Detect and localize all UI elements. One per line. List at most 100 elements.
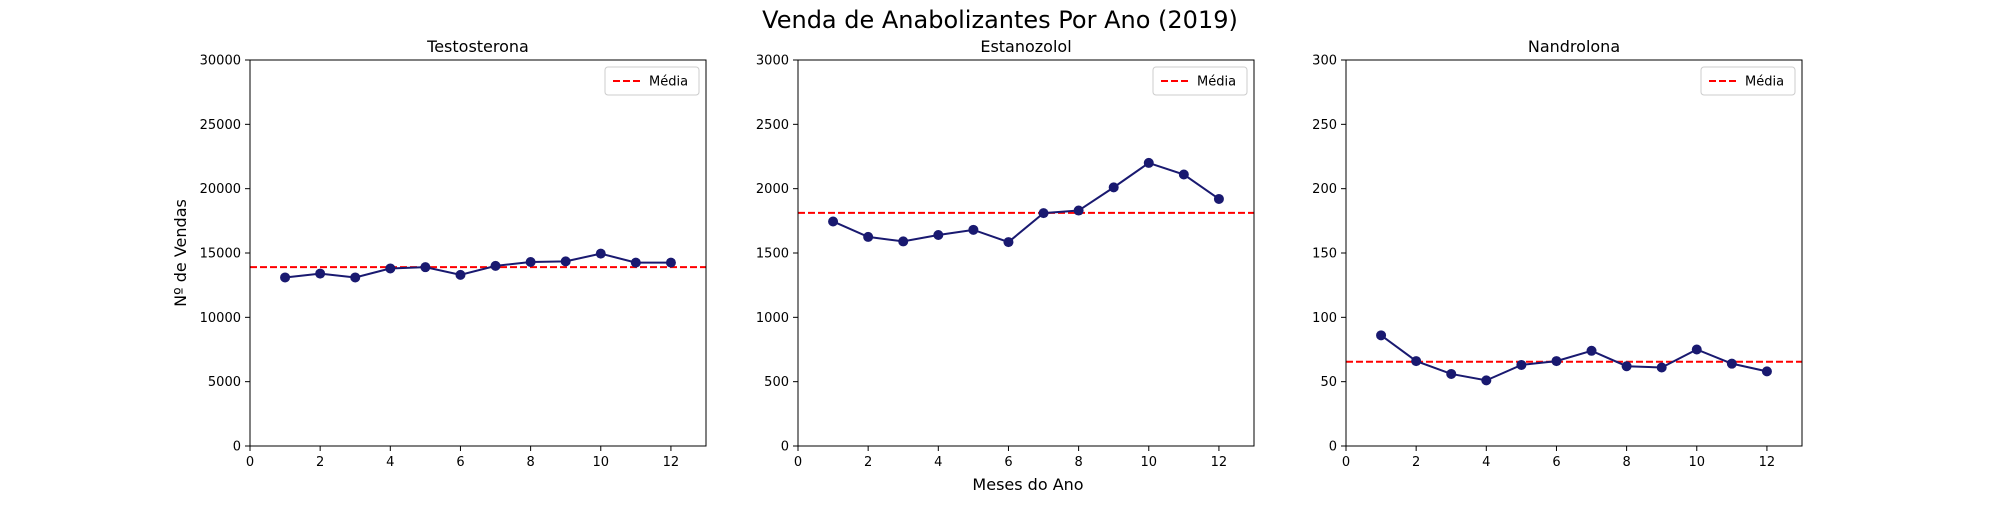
data-point bbox=[1516, 359, 1527, 370]
y-tick-label: 2000 bbox=[756, 182, 789, 197]
x-tick-label: 0 bbox=[246, 455, 254, 470]
data-point bbox=[1586, 345, 1597, 356]
x-tick-label: 4 bbox=[1482, 455, 1490, 470]
data-point bbox=[350, 272, 361, 283]
x-tick-label: 12 bbox=[1759, 455, 1776, 470]
x-tick-label: 8 bbox=[526, 455, 534, 470]
data-point bbox=[630, 257, 641, 268]
y-tick-label: 250 bbox=[1312, 118, 1337, 133]
x-tick-label: 2 bbox=[1412, 455, 1420, 470]
data-point bbox=[560, 256, 571, 267]
data-point bbox=[1481, 375, 1492, 386]
series-line bbox=[832, 161, 1220, 244]
subplot-estanozolol: Estanozolol 0 2 4 6 8 10 12 0 500 1000 1500 2000 2500… bbox=[756, 37, 1255, 470]
series-line bbox=[1380, 334, 1768, 382]
data-point bbox=[863, 231, 874, 242]
y-tick-label: 500 bbox=[764, 375, 789, 390]
y-tick-label: 5000 bbox=[208, 375, 241, 390]
legend: Média bbox=[604, 66, 700, 96]
legend-label: Média bbox=[1197, 75, 1236, 90]
data-point bbox=[1691, 344, 1702, 355]
y-tick-label: 150 bbox=[1312, 247, 1337, 262]
y-tick-label: 20000 bbox=[200, 182, 241, 197]
data-point bbox=[933, 229, 944, 240]
data-point bbox=[1621, 361, 1632, 372]
y-tick-label: 1000 bbox=[756, 311, 789, 326]
legend-label: Média bbox=[1745, 75, 1784, 90]
x-tick-label: 10 bbox=[1688, 455, 1705, 470]
data-point bbox=[1761, 366, 1772, 377]
subplot-title: Estanozolol bbox=[980, 37, 1071, 56]
y-tick-label: 2500 bbox=[756, 118, 789, 133]
x-tick-label: 10 bbox=[1140, 455, 1157, 470]
subplot-nandrolona: Nandrolona 0 2 4 6 8 10 12 0 50 100 150 200 250 300 Méd… bbox=[1312, 37, 1803, 470]
x-tick-label: 10 bbox=[592, 455, 609, 470]
data-point bbox=[525, 257, 536, 268]
data-point bbox=[1178, 169, 1189, 180]
data-point bbox=[1446, 368, 1457, 379]
data-point bbox=[1213, 193, 1224, 204]
data-point bbox=[1656, 362, 1667, 373]
y-tick-label: 0 bbox=[781, 440, 789, 455]
x-axis-title: Meses do Ano bbox=[972, 475, 1083, 494]
y-axis-title: Nº de Vendas bbox=[171, 199, 190, 307]
legend-box bbox=[1152, 66, 1248, 96]
y-tick-label: 30000 bbox=[200, 54, 241, 69]
y-tick-label: 1500 bbox=[756, 247, 789, 262]
axes-frame bbox=[249, 59, 707, 447]
y-tick-label: 0 bbox=[233, 440, 241, 455]
legend-box bbox=[1700, 66, 1796, 96]
data-point bbox=[1551, 356, 1562, 367]
data-point bbox=[1038, 208, 1049, 219]
data-point bbox=[490, 260, 501, 271]
data-point bbox=[1003, 237, 1014, 248]
legend-box bbox=[604, 66, 700, 96]
subplot-testosterona: Testosterona 0 2 4 6 8 10 12 0 5000 10000 15000 2000… bbox=[200, 37, 707, 470]
legend: Média bbox=[1700, 66, 1796, 96]
x-tick-label: 4 bbox=[386, 455, 394, 470]
data-point bbox=[420, 262, 431, 273]
data-point bbox=[1376, 330, 1387, 341]
data-point bbox=[1073, 205, 1084, 216]
data-point bbox=[315, 268, 326, 279]
y-tick-label: 300 bbox=[1312, 54, 1337, 69]
y-tick-label: 50 bbox=[1320, 375, 1337, 390]
x-tick-label: 2 bbox=[864, 455, 872, 470]
x-tick-label: 0 bbox=[1342, 455, 1350, 470]
series-line bbox=[284, 252, 671, 279]
x-tick-label: 4 bbox=[934, 455, 942, 470]
y-tick-label: 200 bbox=[1312, 182, 1337, 197]
data-point bbox=[665, 257, 676, 268]
axes-frame bbox=[797, 59, 1255, 447]
x-tick-label: 8 bbox=[1622, 455, 1630, 470]
data-point bbox=[1411, 356, 1422, 367]
x-tick-label: 12 bbox=[663, 455, 680, 470]
x-tick-label: 6 bbox=[456, 455, 464, 470]
data-point bbox=[898, 236, 909, 247]
data-point bbox=[1143, 157, 1154, 168]
figure-title: Venda de Anabolizantes Por Ano (2019) bbox=[762, 6, 1238, 34]
data-point bbox=[1726, 358, 1737, 369]
legend-label: Média bbox=[649, 75, 688, 90]
y-tick-label: 100 bbox=[1312, 311, 1337, 326]
x-tick-label: 0 bbox=[794, 455, 802, 470]
subplot-title: Testosterona bbox=[426, 37, 529, 56]
data-point bbox=[385, 263, 396, 274]
y-tick-label: 25000 bbox=[200, 118, 241, 133]
x-tick-label: 8 bbox=[1074, 455, 1082, 470]
legend: Média bbox=[1152, 66, 1248, 96]
data-point bbox=[455, 269, 466, 280]
data-point bbox=[828, 216, 839, 227]
y-tick-label: 10000 bbox=[200, 311, 241, 326]
x-tick-label: 6 bbox=[1552, 455, 1560, 470]
x-tick-label: 6 bbox=[1004, 455, 1012, 470]
x-tick-label: 2 bbox=[316, 455, 324, 470]
subplot-title: Nandrolona bbox=[1528, 37, 1620, 56]
data-point bbox=[1108, 182, 1119, 193]
y-tick-label: 3000 bbox=[756, 54, 789, 69]
data-point bbox=[968, 224, 979, 235]
x-tick-label: 12 bbox=[1211, 455, 1228, 470]
data-point bbox=[595, 248, 606, 259]
